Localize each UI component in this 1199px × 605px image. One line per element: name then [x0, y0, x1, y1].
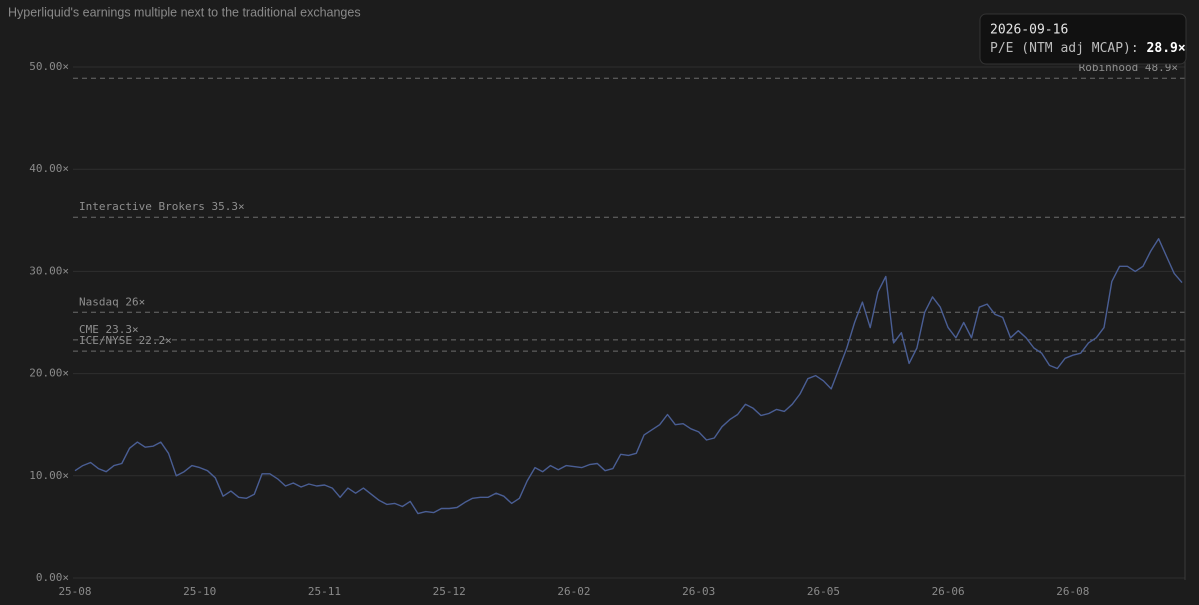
y-tick-label: 0.00×: [36, 571, 69, 584]
x-tick-label: 26-02: [557, 585, 590, 598]
plot-area: 0.00× 10.00× 20.00× 30.00× 40.00× 50.00× 25-08…: [29, 60, 1185, 598]
x-tick-label: 25-10: [183, 585, 216, 598]
y-tick-label: 30.00×: [29, 264, 69, 277]
x-tick-label: 25-08: [58, 585, 91, 598]
reference-label: CME 23.3×: [79, 323, 139, 336]
tooltip: 2026-09-16 P/E (NTM adj MCAP): 28.9×: [979, 13, 1187, 65]
reference-label: Interactive Brokers 35.3×: [79, 200, 245, 213]
x-tick-label: 26-05: [807, 585, 840, 598]
tooltip-box: [979, 13, 1187, 65]
reference-label: Nasdaq 26×: [79, 295, 145, 308]
x-tick-label: 26-08: [1056, 585, 1089, 598]
y-tick-label: 40.00×: [29, 162, 69, 175]
y-tick-label: 10.00×: [29, 469, 69, 482]
y-tick-label: 50.00×: [29, 60, 69, 73]
tooltip-label: P/E (NTM adj MCAP):: [990, 41, 1139, 56]
tooltip-row: P/E (NTM adj MCAP): 28.9×: [990, 41, 1186, 56]
y-tick-label: 20.00×: [29, 367, 69, 380]
x-tick-label: 26-03: [682, 585, 715, 598]
reference-label: ICE/NYSE 22.2×: [79, 334, 172, 347]
chart-title: Hyperliquid's earnings multiple next to …: [8, 5, 361, 19]
tooltip-date: 2026-09-16: [990, 23, 1068, 38]
x-tick-label: 25-12: [433, 585, 466, 598]
tooltip-value: 28.9×: [1147, 41, 1186, 56]
x-tick-label: 25-11: [308, 585, 341, 598]
x-tick-label: 26-06: [932, 585, 965, 598]
data-line: [74, 238, 1183, 515]
